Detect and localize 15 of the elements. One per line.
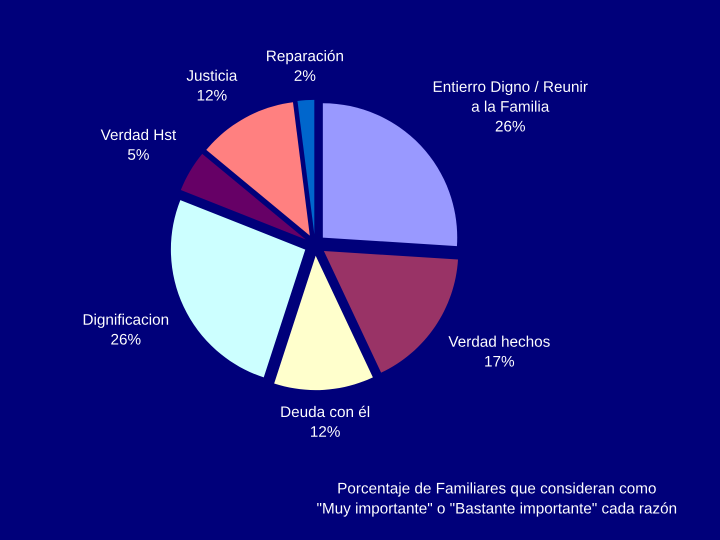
- data-label: 26%: [496, 120, 525, 132]
- slice-label: Entierro Digno / Reunir a la Familia: [434, 80, 588, 112]
- slice-label: Dignificacion: [84, 314, 168, 328]
- data-label: 2%: [294, 70, 316, 81]
- data-label: 17%: [485, 356, 514, 367]
- text: Porcentaje de Familiares que consideran como "Muy importante" o "Bastante importante" cada razón: [317, 482, 676, 517]
- data-label: 12%: [311, 426, 340, 437]
- slice-label: Justicia: [186, 70, 238, 81]
- slice-label: Verdad Hst: [100, 128, 176, 140]
- data-label: 26%: [111, 334, 141, 345]
- data-label: 5%: [128, 149, 149, 160]
- data-label: 12%: [198, 90, 227, 101]
- slice-label: Verdad hechos: [448, 336, 550, 347]
- slice-label: Deuda con él: [281, 406, 370, 418]
- slice-label: Reparación: [267, 50, 343, 64]
